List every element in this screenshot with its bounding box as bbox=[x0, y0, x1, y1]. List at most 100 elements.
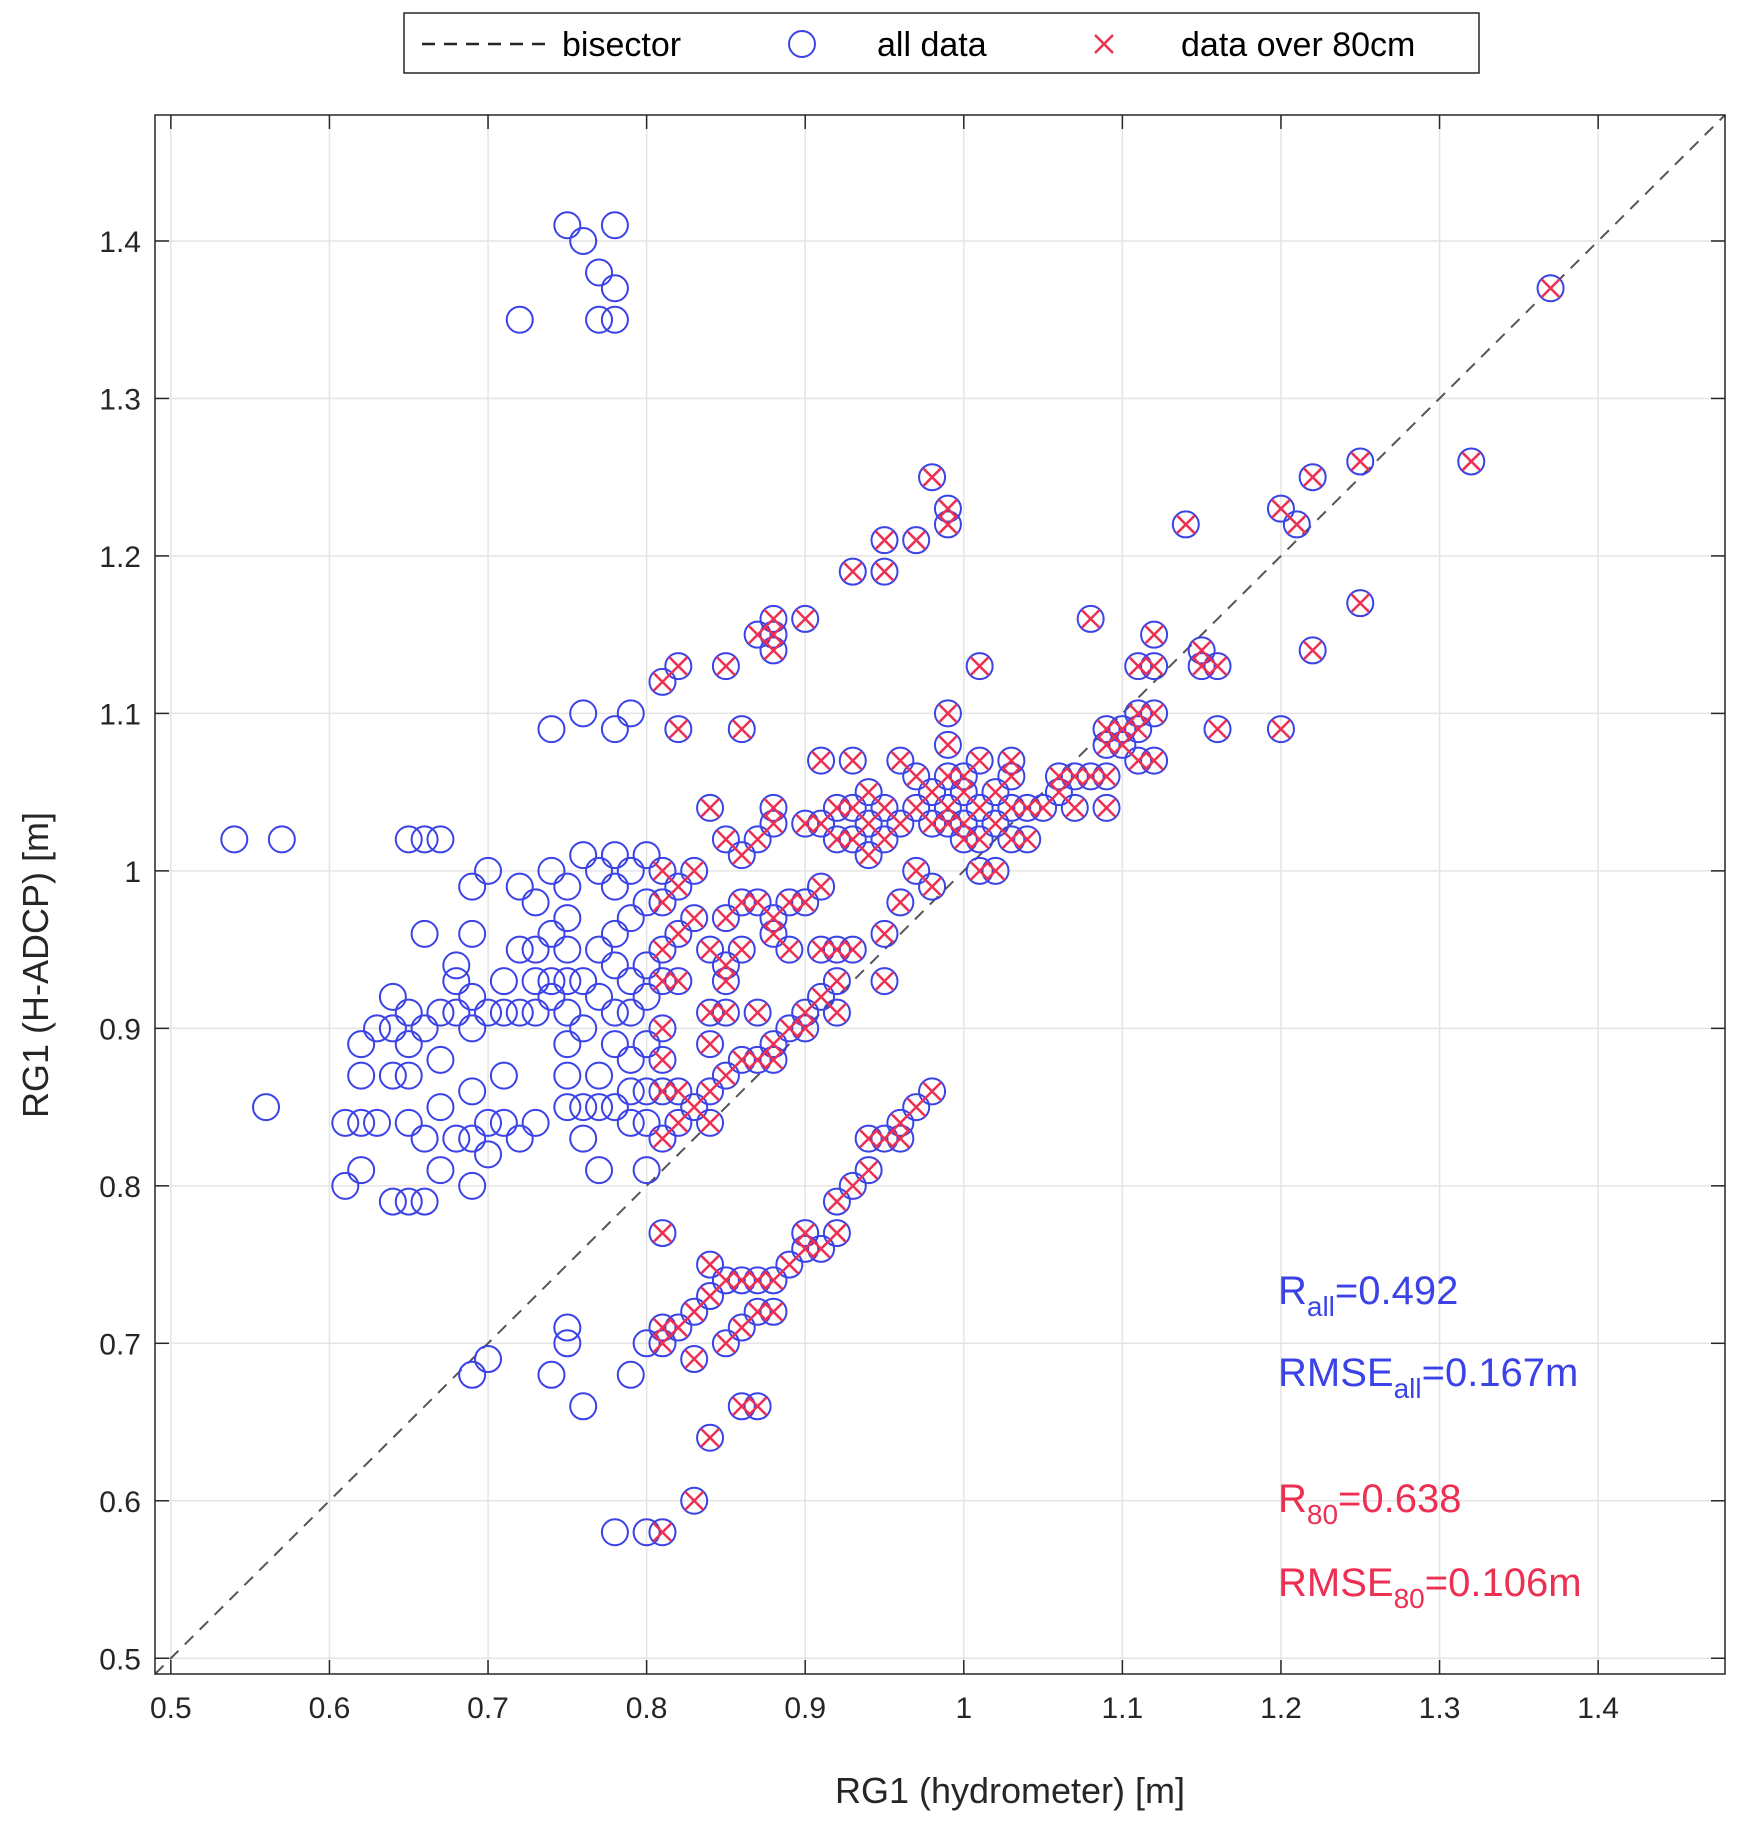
data-point-x-stroke bbox=[842, 1175, 863, 1196]
data-point-over80 bbox=[716, 955, 736, 976]
data-point-circle bbox=[521, 935, 550, 964]
data-point-circle bbox=[743, 1045, 772, 1074]
data-point-over80 bbox=[938, 498, 958, 519]
data-point-over80 bbox=[763, 1034, 784, 1054]
data-point-over80 bbox=[716, 656, 736, 677]
data-point-over80 bbox=[668, 719, 689, 740]
data-point-over80 bbox=[1175, 514, 1196, 535]
data-point-x-stroke bbox=[1096, 719, 1117, 740]
y-tick-label: 0.7 bbox=[99, 1328, 141, 1361]
data-point-over80 bbox=[1080, 766, 1101, 787]
data-point-circle bbox=[442, 951, 471, 980]
data-point-circle bbox=[600, 951, 629, 980]
data-point-circle bbox=[1124, 652, 1153, 681]
data-point-circle bbox=[854, 1124, 883, 1153]
data-point-over80 bbox=[811, 876, 831, 897]
data-point-circle bbox=[886, 746, 915, 775]
data-point-x-stroke bbox=[1080, 609, 1101, 629]
data-point-over80 bbox=[668, 971, 689, 991]
data-point-over80 bbox=[1128, 719, 1149, 740]
data-point-circle bbox=[759, 919, 788, 948]
data-point-circle bbox=[1092, 715, 1121, 744]
data-point-circle bbox=[791, 1219, 820, 1248]
data-point-circle bbox=[727, 888, 756, 917]
data-point-circle bbox=[775, 1250, 804, 1279]
data-point-x-stroke bbox=[1049, 782, 1069, 803]
data-point-circle bbox=[553, 1313, 582, 1342]
data-point-x-stroke bbox=[747, 1270, 768, 1291]
data-point-over80 bbox=[763, 798, 784, 818]
data-point-over80 bbox=[731, 1396, 752, 1417]
data-point-over80 bbox=[874, 971, 895, 991]
data-point-over80 bbox=[747, 1396, 768, 1417]
data-point-circle bbox=[458, 982, 487, 1011]
data-point-x-stroke bbox=[1191, 640, 1212, 661]
data-point-x-stroke bbox=[1271, 719, 1291, 740]
data-point-x-stroke bbox=[668, 719, 689, 740]
data-point-x-stroke bbox=[763, 813, 784, 834]
data-point-circle bbox=[933, 809, 962, 838]
data-point-circle bbox=[585, 1093, 614, 1122]
data-point-over80 bbox=[700, 1112, 720, 1133]
legend-box bbox=[403, 12, 1480, 74]
data-point-circle bbox=[680, 1297, 709, 1326]
data-point-circle bbox=[632, 1156, 661, 1185]
data-point-x-stroke bbox=[1128, 656, 1149, 677]
data-point-circle bbox=[664, 1108, 693, 1137]
data-point-x-stroke bbox=[1128, 750, 1149, 771]
legend-bisector-label: bisector bbox=[562, 26, 681, 64]
data-point-circle bbox=[965, 856, 994, 885]
data-point-x-stroke bbox=[652, 1317, 673, 1338]
data-point-circle bbox=[410, 1124, 439, 1153]
data-point-circle bbox=[1346, 589, 1375, 618]
data-point-over80 bbox=[652, 1317, 673, 1338]
y-tick-label: 0.5 bbox=[99, 1643, 141, 1676]
data-point-circle bbox=[791, 1234, 820, 1263]
data-point-x-stroke bbox=[716, 1065, 736, 1086]
data-point-circle bbox=[600, 715, 629, 744]
data-point-x-stroke bbox=[842, 939, 863, 960]
bisector-line bbox=[154, 114, 1726, 1675]
legend-x-marker bbox=[1094, 34, 1114, 54]
data-point-over80 bbox=[922, 1081, 942, 1102]
data-point-over80 bbox=[858, 1128, 879, 1149]
data-point-circle bbox=[902, 1093, 931, 1122]
data-point-x-stroke bbox=[1144, 703, 1164, 724]
data-point-circle bbox=[1013, 793, 1042, 822]
data-point-circle bbox=[759, 1266, 788, 1295]
data-point-circle bbox=[759, 620, 788, 649]
data-point-circle bbox=[1124, 746, 1153, 775]
data-point-over80 bbox=[1350, 593, 1371, 614]
data-point-circle bbox=[807, 935, 836, 964]
data-point-circle bbox=[426, 825, 455, 854]
x-tick-label: 1.3 bbox=[1419, 1692, 1461, 1725]
data-point-circle bbox=[822, 1187, 851, 1216]
data-point-x-stroke bbox=[969, 656, 990, 677]
data-point-circle bbox=[902, 762, 931, 791]
data-point-over80 bbox=[668, 1317, 689, 1338]
data-point-circle bbox=[442, 967, 471, 996]
data-point-circle bbox=[902, 856, 931, 885]
data-point-circle bbox=[759, 1297, 788, 1326]
data-point-x-stroke bbox=[716, 908, 736, 929]
data-point-circle bbox=[743, 825, 772, 854]
data-point-x-stroke bbox=[1144, 656, 1164, 677]
data-point-circle bbox=[569, 1392, 598, 1421]
data-point-circle bbox=[347, 1061, 376, 1090]
data-point-x-stroke bbox=[890, 813, 911, 834]
data-point-over80 bbox=[795, 813, 816, 834]
data-point-x-stroke bbox=[827, 798, 847, 818]
data-point-circle bbox=[759, 809, 788, 838]
data-point-circle bbox=[553, 872, 582, 901]
data-point-circle bbox=[616, 967, 645, 996]
data-point-x-stroke bbox=[890, 750, 911, 771]
data-point-circle bbox=[648, 856, 677, 885]
data-point-circle bbox=[585, 1061, 614, 1090]
data-point-over80 bbox=[969, 829, 990, 850]
data-point-circle bbox=[822, 998, 851, 1027]
data-point-over80 bbox=[890, 750, 911, 771]
data-point-x-stroke bbox=[985, 782, 1006, 803]
data-point-circle bbox=[870, 825, 899, 854]
data-point-circle bbox=[886, 1124, 915, 1153]
data-point-x-stroke bbox=[763, 1034, 784, 1054]
